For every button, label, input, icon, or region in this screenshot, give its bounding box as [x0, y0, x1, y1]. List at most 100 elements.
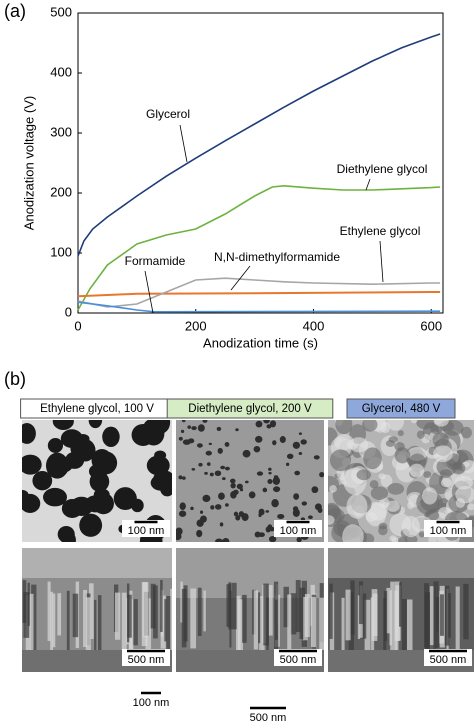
- sem-feature: [181, 476, 186, 480]
- series-line: [77, 291, 441, 298]
- sem-feature: [187, 425, 192, 429]
- sem-feature: [317, 507, 323, 514]
- sem-feature: [346, 493, 368, 519]
- y-tick-label: 0: [65, 304, 72, 319]
- sem-feature: [220, 465, 226, 470]
- sem-feature: [319, 472, 324, 478]
- sem-column: [310, 597, 316, 648]
- sem-feature: [272, 486, 281, 493]
- sem-column: [89, 583, 94, 639]
- sem-column: [72, 593, 79, 638]
- sem-feature: [362, 420, 378, 432]
- sem-feature: [236, 483, 243, 490]
- sem-feature: [232, 489, 239, 495]
- sem-feature: [462, 460, 474, 474]
- sem-column: [57, 593, 62, 636]
- sem-feature: [292, 441, 301, 449]
- sem-column: [402, 598, 407, 667]
- sem-feature: [369, 480, 379, 489]
- sem-surface: [22, 548, 172, 578]
- sem-feature: [273, 475, 279, 479]
- sem-column: [85, 597, 91, 660]
- plot: 0 100 200 300 400 500 0 200 400 600 Anodization ti…: [21, 4, 444, 350]
- sem-feature: [202, 494, 211, 503]
- sem-column: [94, 599, 97, 653]
- sem-column: [290, 593, 297, 635]
- sem-feature: [269, 420, 277, 428]
- scale-label: 100 nm: [128, 525, 165, 537]
- sem-column: [160, 580, 163, 632]
- scale-label: 100 nm: [430, 525, 467, 537]
- scale-label: 500 nm: [280, 654, 317, 666]
- sem-feature: [389, 535, 397, 542]
- sem-feature: [32, 471, 53, 491]
- sem-column: [463, 583, 469, 640]
- sem-feature: [199, 510, 204, 514]
- sem-column: [242, 594, 247, 643]
- sem-feature: [22, 423, 36, 444]
- sem-column: [287, 594, 292, 654]
- sem-column: [360, 593, 367, 639]
- sem-column: [237, 599, 244, 669]
- sem-feature: [102, 426, 120, 447]
- sem-column: [22, 580, 27, 623]
- sem-feature: [279, 436, 286, 444]
- sem-column: [31, 584, 37, 654]
- sem-feature: [255, 420, 263, 428]
- sem-column: [359, 581, 364, 625]
- sem-column: [383, 591, 388, 642]
- scale-label: 100 nm: [280, 525, 317, 537]
- scale-box: [122, 520, 170, 537]
- leader-line: [230, 265, 251, 291]
- sem-column: [295, 580, 301, 633]
- sem-feature: [292, 508, 300, 518]
- series-line: [77, 33, 441, 257]
- sem-feature: [248, 491, 256, 499]
- sem-feature: [79, 513, 103, 537]
- sem-feature: [52, 420, 74, 430]
- x-tick-label: 400: [303, 318, 325, 333]
- sem-column: [273, 581, 279, 650]
- sem-feature: [47, 438, 64, 453]
- condition-label: Ethylene glycol, 100 V: [40, 403, 154, 415]
- sem-feature: [258, 513, 262, 518]
- sem-feature: [466, 503, 474, 511]
- sem-feature: [224, 441, 230, 447]
- sem-feature: [409, 463, 425, 478]
- series-label: Diethylene glycol: [337, 162, 428, 176]
- sem-feature: [178, 475, 183, 480]
- sem-column: [399, 582, 402, 627]
- sem-column: [127, 594, 132, 638]
- sem-feature: [442, 420, 464, 436]
- sem-feature: [267, 478, 273, 485]
- sem-feature: [214, 470, 222, 477]
- y-tick-label: 300: [50, 124, 72, 139]
- sem-feature: [84, 495, 106, 513]
- sem-feature: [329, 485, 337, 493]
- sem-feature: [208, 442, 212, 445]
- sem-column: [142, 582, 149, 638]
- sem-feature: [416, 430, 425, 439]
- x-tick-label: 0: [74, 318, 81, 333]
- sem-feature: [272, 476, 281, 485]
- sem-feature: [313, 455, 320, 460]
- sem-feature: [244, 480, 249, 484]
- sem-feature: [285, 462, 290, 467]
- sem-feature: [239, 488, 244, 492]
- sem-feature: [342, 524, 364, 542]
- sem-feature: [363, 447, 382, 470]
- sem-feature: [262, 487, 268, 493]
- sem-feature: [263, 420, 270, 424]
- sem-feature: [386, 500, 400, 512]
- sem-column: [180, 581, 183, 623]
- sem-feature: [328, 515, 335, 525]
- scale-box: [424, 520, 472, 537]
- condition-box: [166, 398, 334, 419]
- sem-feature: [94, 451, 118, 475]
- sem-feature: [61, 531, 76, 542]
- sem-column: [115, 592, 121, 640]
- sem-feature: [268, 471, 272, 475]
- sem-feature: [370, 486, 389, 501]
- sem-feature: [311, 486, 319, 494]
